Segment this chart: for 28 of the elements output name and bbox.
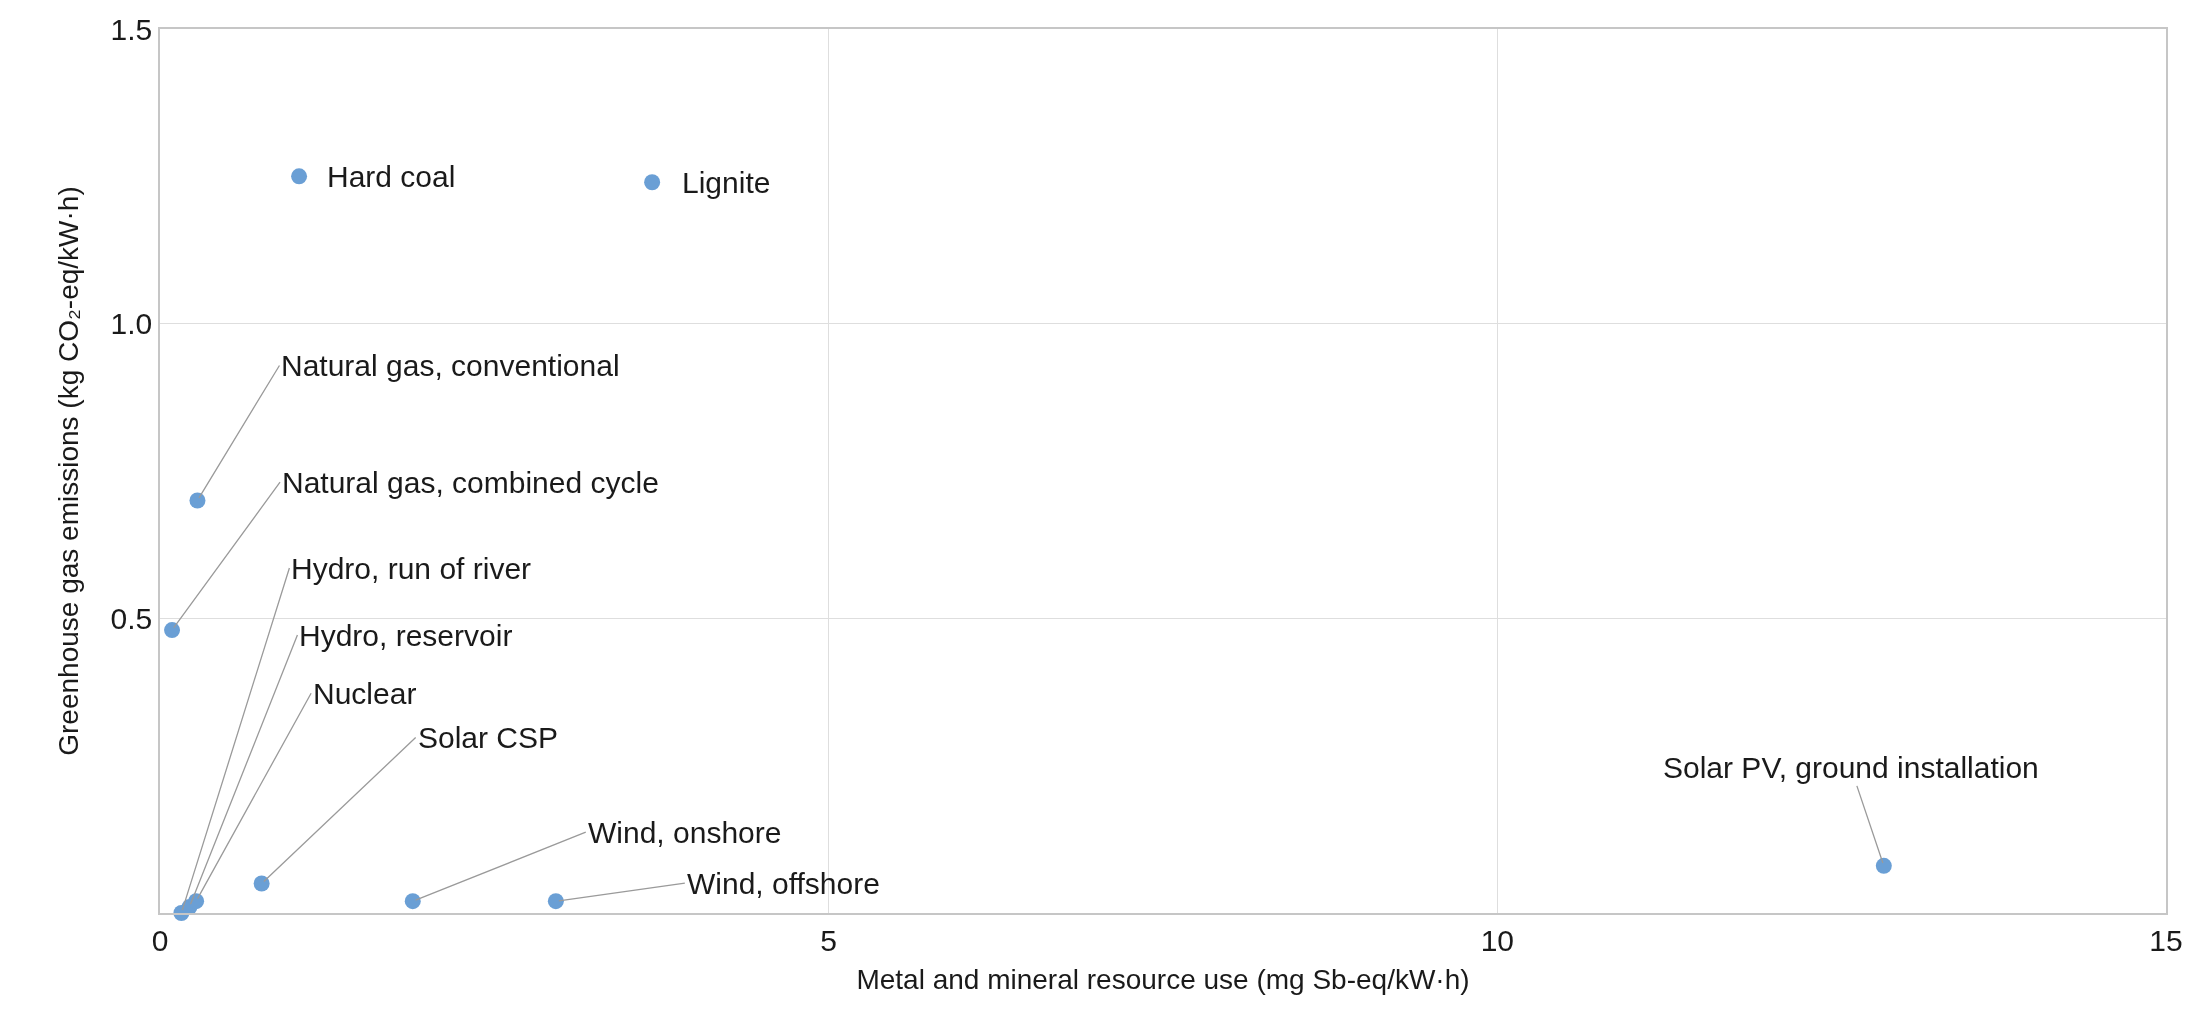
- x-tick-label: 5: [820, 923, 838, 957]
- y-tick-label: 1.5: [110, 12, 153, 46]
- x-axis-title: Metal and mineral resource use (mg Sb-eq/kW·h): [856, 964, 1470, 996]
- annotation: Solar PV, ground installation: [1663, 751, 2039, 784]
- y-tick-label: 0.5: [110, 601, 153, 635]
- point: [189, 492, 206, 509]
- y-axis-title: Greenhouse gas emissions (kg CO₂-eq/kW·h): [52, 186, 84, 756]
- annotation: Hydro, run of river: [291, 552, 532, 585]
- annotation: Solar CSP: [418, 721, 559, 754]
- annotation: Wind, onshore: [588, 816, 782, 849]
- annotation: Natural gas, conventional: [281, 349, 620, 382]
- annotation: Hard coal: [327, 160, 456, 193]
- x-tick-label: 10: [1480, 923, 1515, 957]
- annotation: Hydro, reservoir: [299, 619, 513, 652]
- point: [291, 168, 308, 185]
- point: [547, 893, 564, 910]
- point: [164, 622, 181, 639]
- y-tick-label: 1.0: [110, 307, 153, 341]
- x-tick-label: 0: [151, 923, 169, 957]
- point: [404, 893, 421, 910]
- point: [1875, 857, 1892, 874]
- annotation: Nuclear: [313, 677, 417, 710]
- annotation: Lignite: [682, 166, 771, 199]
- annotation: Wind, offshore: [687, 867, 880, 900]
- point: [253, 875, 270, 892]
- point: [644, 174, 661, 191]
- annotation: Natural gas, combined cycle: [282, 466, 659, 499]
- x-tick-label: 15: [2149, 923, 2183, 957]
